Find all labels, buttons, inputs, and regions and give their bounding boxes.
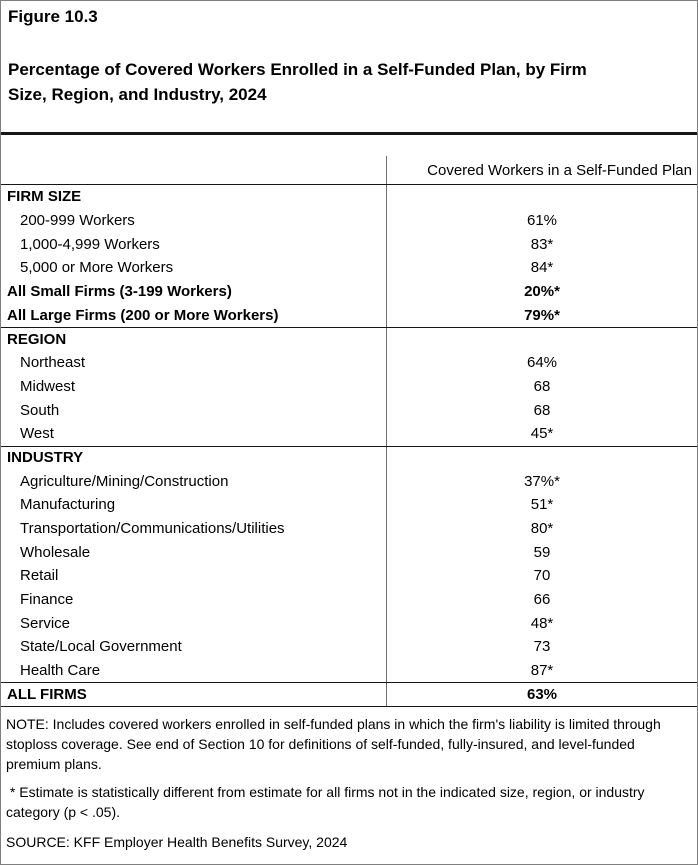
row-value: 80*	[386, 516, 697, 541]
table-row: 200-999 Workers 61%	[1, 208, 697, 233]
row-label: Midwest	[20, 377, 76, 395]
table-row: South 68	[1, 398, 697, 422]
row-label: South	[20, 401, 60, 419]
row-value	[386, 185, 697, 209]
table-row: Northeast 64%	[1, 350, 697, 375]
title-block: Figure 10.3 Percentage of Covered Worker…	[1, 1, 697, 132]
page-title-line-2: Size, Region, and Industry, 2024	[8, 85, 267, 104]
row-value: 48*	[386, 611, 697, 636]
row-value: 59	[386, 540, 697, 564]
table-row: All Large Firms (200 or More Workers) 79…	[1, 303, 697, 328]
row-label: West	[20, 425, 54, 443]
table-row: Agriculture/Mining/Construction 37%*	[1, 469, 697, 493]
table-body: FIRM SIZE 200-999 Workers 61% 1,000-4,99…	[1, 185, 697, 708]
row-label: INDUSTRY	[7, 449, 84, 467]
table-row: REGION	[1, 327, 697, 351]
data-table: Covered Workers in a Self-Funded Plan FI…	[1, 135, 697, 708]
table-row: Manufacturing 51*	[1, 492, 697, 517]
significance-note: * Estimate is statistically different fr…	[6, 784, 649, 820]
column-header-label: Covered Workers in a Self-Funded Plan	[427, 161, 692, 179]
table-row: Transportation/Communications/Utilities …	[1, 516, 697, 541]
row-value: 68	[386, 374, 697, 399]
table-row: West 45*	[1, 421, 697, 446]
row-label: All Small Firms (3-199 Workers)	[7, 283, 232, 301]
row-label: 5,000 or More Workers	[20, 259, 174, 277]
row-label: Retail	[20, 567, 59, 585]
page-title: Percentage of Covered Workers Enrolled i…	[8, 57, 689, 107]
title-divider-rule	[1, 132, 697, 135]
row-value: 45*	[386, 421, 697, 446]
table-row: ALL FIRMS 63%	[1, 682, 697, 707]
table-header-row: Covered Workers in a Self-Funded Plan	[1, 135, 697, 185]
row-label: FIRM SIZE	[7, 188, 82, 206]
figure-label: Figure 10.3	[8, 7, 98, 26]
row-label: REGION	[7, 330, 67, 348]
table-row: 1,000-4,999 Workers 83*	[1, 232, 697, 257]
row-label: Manufacturing	[20, 496, 116, 514]
page-title-line-1: Percentage of Covered Workers Enrolled i…	[8, 60, 587, 79]
table-row: All Small Firms (3-199 Workers) 20%*	[1, 279, 697, 304]
row-value	[386, 446, 697, 470]
row-value: 63%	[386, 683, 697, 707]
row-value: 73	[386, 635, 697, 659]
table-row: Health Care 87*	[1, 658, 697, 683]
row-label: State/Local Government	[20, 638, 182, 656]
row-label: ALL FIRMS	[7, 686, 87, 704]
row-value: 84*	[386, 256, 697, 280]
row-value: 70	[386, 564, 697, 588]
row-value: 20%*	[386, 279, 697, 304]
row-value: 87*	[386, 658, 697, 683]
row-label: Health Care	[20, 662, 101, 680]
row-value: 83*	[386, 232, 697, 257]
row-value: 64%	[386, 350, 697, 375]
table-row: FIRM SIZE	[1, 185, 697, 209]
row-value: 66	[386, 587, 697, 612]
row-label: Northeast	[20, 354, 86, 372]
row-label: Service	[20, 614, 71, 632]
source-line: SOURCE: KFF Employer Health Benefits Sur…	[6, 833, 348, 850]
table-row: INDUSTRY	[1, 445, 697, 470]
row-label: 1,000-4,999 Workers	[20, 235, 160, 253]
row-value: 51*	[386, 492, 697, 517]
row-label: Agriculture/Mining/Construction	[20, 472, 229, 490]
row-value: 79%*	[386, 303, 697, 328]
row-value: 61%	[386, 208, 697, 233]
row-value: 68	[386, 398, 697, 422]
footnotes: NOTE: Includes covered workers enrolled …	[1, 707, 697, 852]
table-row: Wholesale 59	[1, 540, 697, 564]
row-label: Finance	[20, 591, 74, 609]
table-row: Finance 66	[1, 587, 697, 612]
general-note: NOTE: Includes covered workers enrolled …	[6, 716, 661, 772]
table-row: Retail 70	[1, 564, 697, 588]
table-row: Service 48*	[1, 611, 697, 636]
row-value: 37%*	[386, 469, 697, 493]
column-header-cell: Covered Workers in a Self-Funded Plan	[386, 156, 697, 184]
row-value	[386, 328, 697, 351]
row-label: Transportation/Communications/Utilities	[20, 519, 285, 537]
table-row: Midwest 68	[1, 374, 697, 399]
row-label: 200-999 Workers	[20, 212, 135, 230]
row-label: All Large Firms (200 or More Workers)	[7, 306, 279, 324]
row-label: Wholesale	[20, 543, 91, 561]
table-row: 5,000 or More Workers 84*	[1, 256, 697, 280]
table-row: State/Local Government 73	[1, 635, 697, 659]
